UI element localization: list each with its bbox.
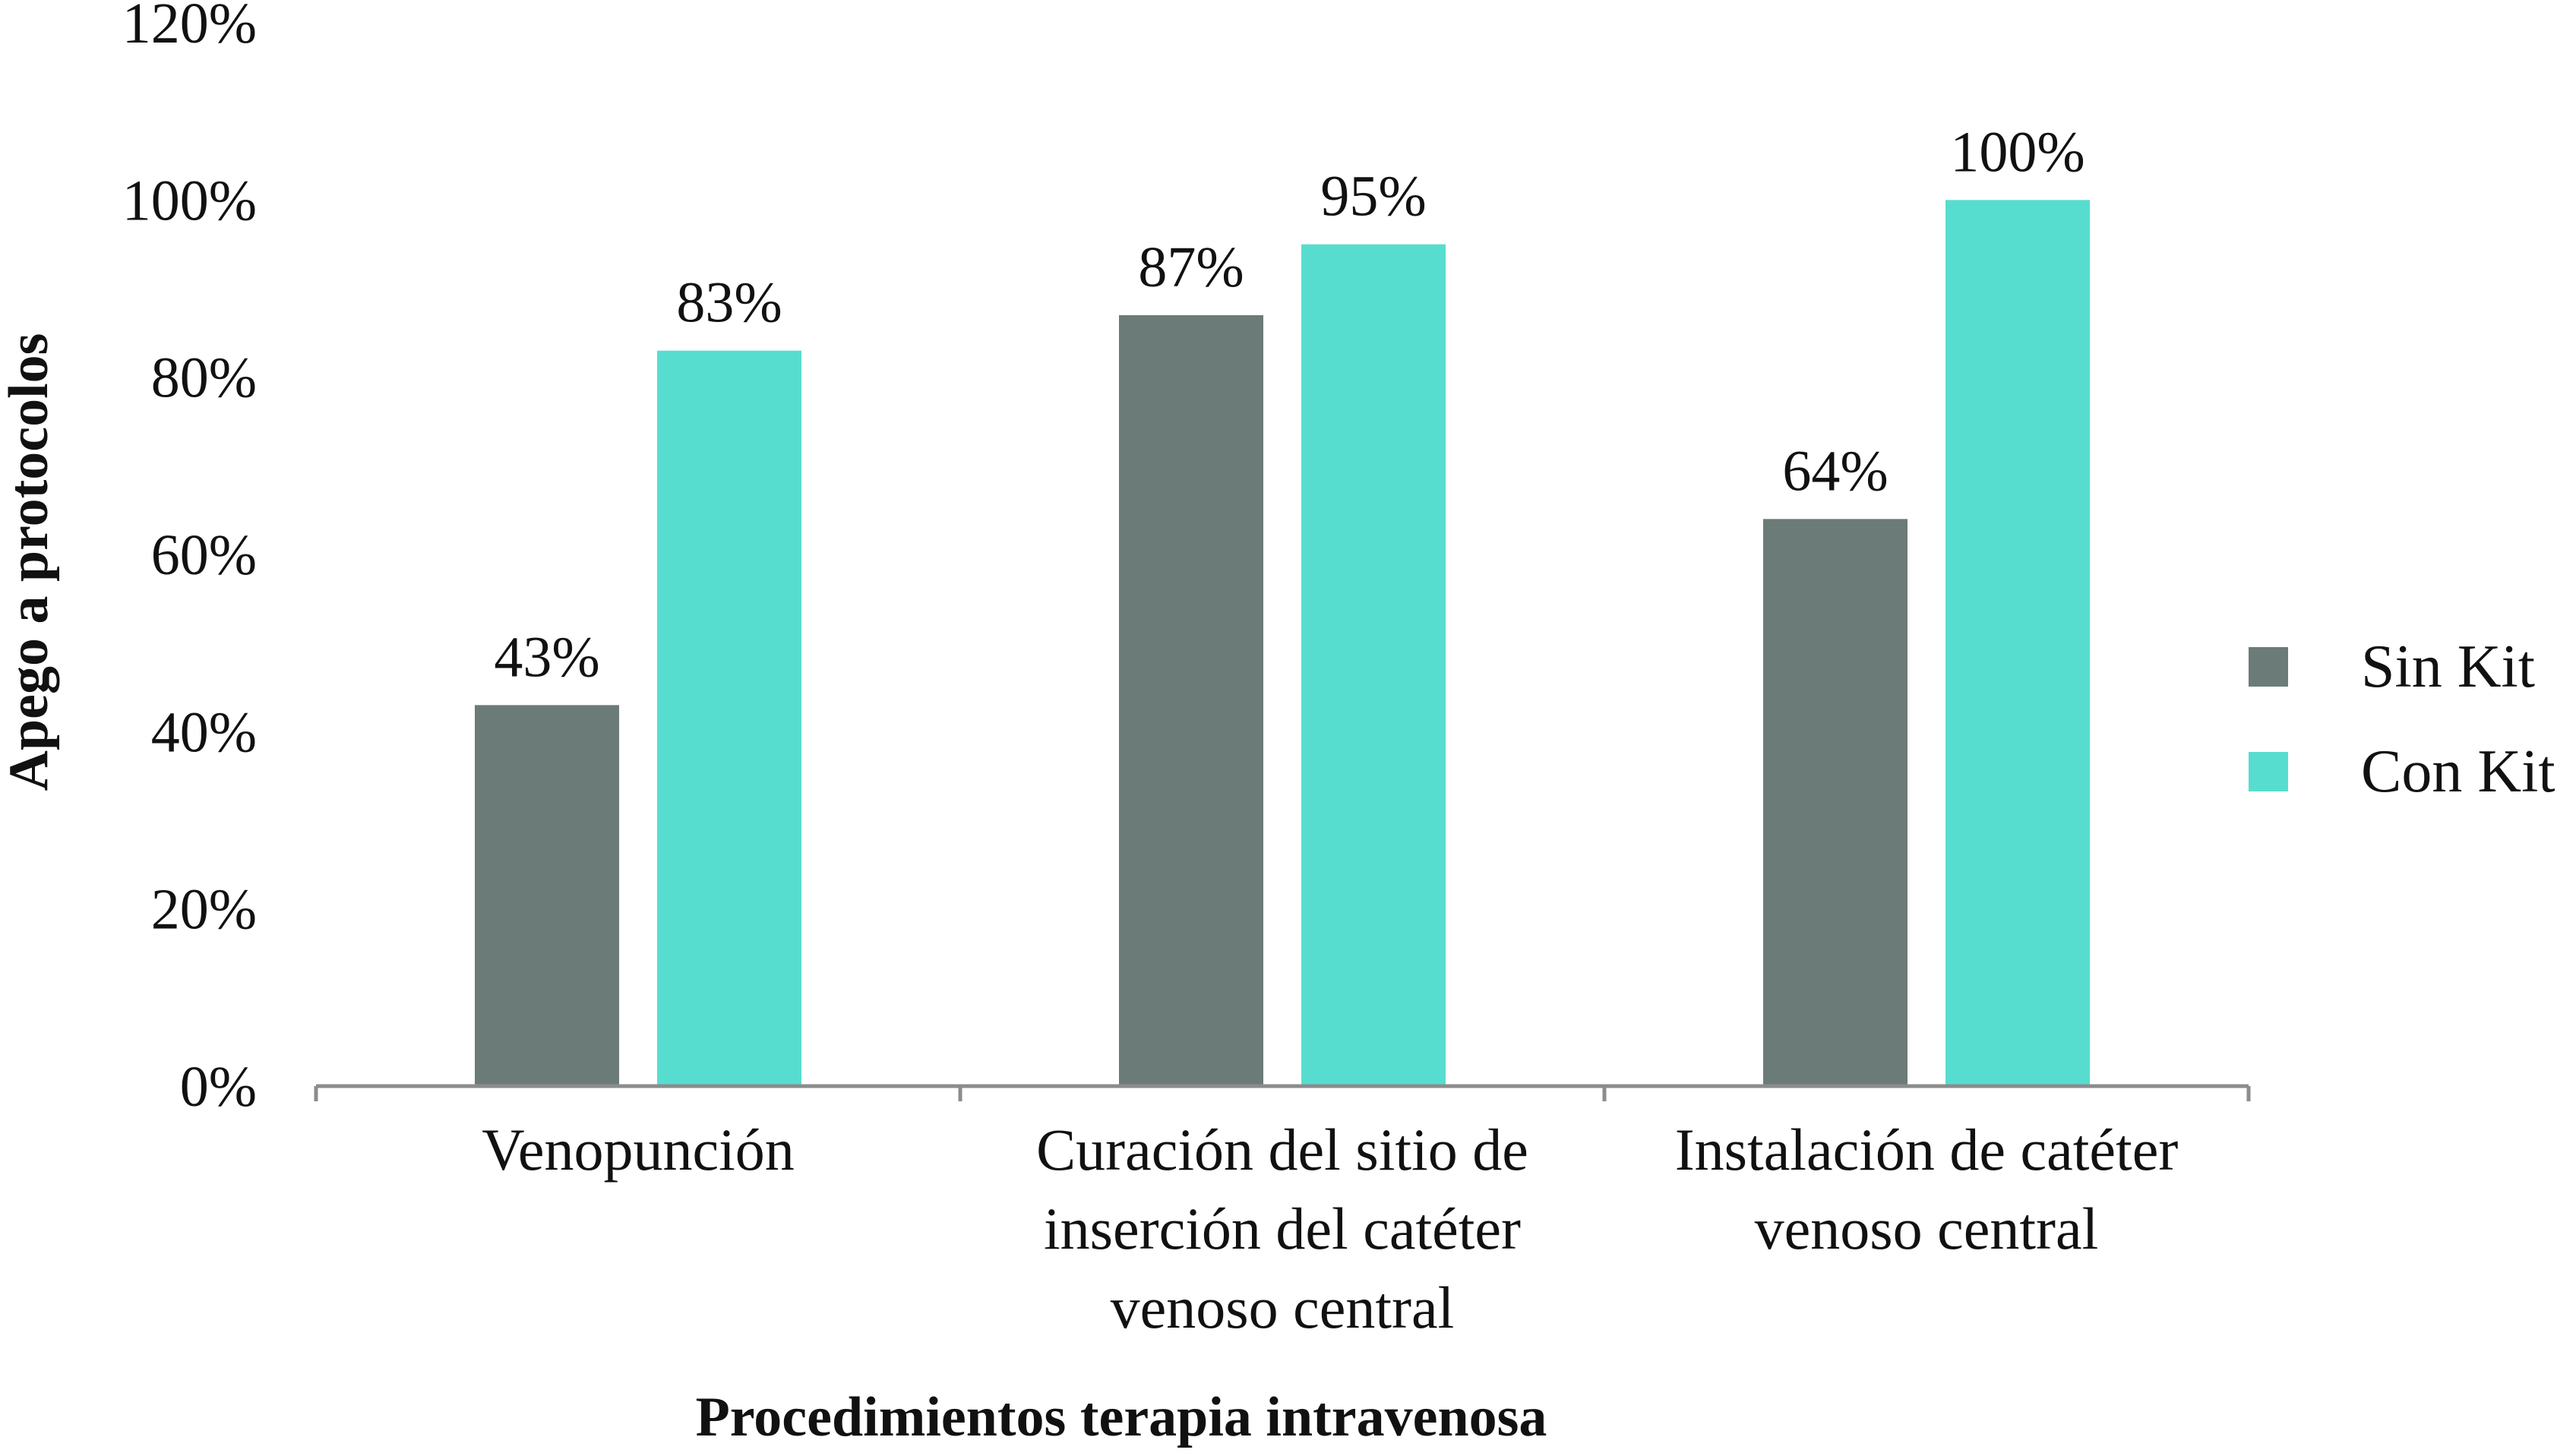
y-tick-label: 20% bbox=[151, 878, 257, 942]
legend-swatch bbox=[2249, 647, 2288, 687]
category-label: Instalación de catéter venoso central bbox=[1675, 1116, 2179, 1262]
bar-con-kit bbox=[657, 350, 801, 1087]
data-labels: 43% 87% 64% 83% 95% 100% bbox=[494, 120, 2085, 689]
y-tick-label: 60% bbox=[151, 523, 257, 587]
legend-label: Sin Kit bbox=[2361, 633, 2535, 700]
category-label: Curación del sitio de inserción del catét… bbox=[1036, 1116, 1528, 1341]
bar-sin-kit bbox=[475, 705, 619, 1086]
data-label: 43% bbox=[494, 625, 599, 689]
x-axis bbox=[314, 1084, 2251, 1101]
category-labels: Venopunción Curación del sitio de inserció… bbox=[482, 1116, 2178, 1341]
bar-sin-kit bbox=[1763, 519, 1908, 1086]
data-label: 64% bbox=[1782, 439, 1888, 503]
legend: Sin Kit Con Kit bbox=[2249, 633, 2555, 805]
y-axis-title: Apego a protocolos bbox=[0, 333, 60, 791]
category-label: Venopunción bbox=[482, 1116, 795, 1183]
data-label: 100% bbox=[1950, 120, 2085, 184]
data-label: 87% bbox=[1138, 235, 1244, 299]
data-label: 95% bbox=[1320, 165, 1426, 229]
y-axis-ticks: 0% 20% 40% 60% 80% 100% 120% bbox=[122, 0, 257, 1119]
bars bbox=[475, 200, 2090, 1087]
data-label: 83% bbox=[676, 271, 782, 335]
y-tick-label: 100% bbox=[122, 169, 257, 232]
bar-sin-kit bbox=[1119, 315, 1263, 1086]
y-tick-label: 120% bbox=[122, 0, 257, 55]
y-tick-label: 0% bbox=[180, 1055, 257, 1119]
legend-swatch bbox=[2249, 752, 2288, 791]
y-tick-label: 80% bbox=[151, 346, 257, 410]
x-axis-title: Procedimientos terapia intravenosa bbox=[696, 1386, 1547, 1448]
bar-con-kit bbox=[1945, 200, 2090, 1086]
legend-label: Con Kit bbox=[2361, 738, 2555, 805]
bar-con-kit bbox=[1301, 244, 1446, 1087]
y-tick-label: 40% bbox=[151, 700, 257, 764]
